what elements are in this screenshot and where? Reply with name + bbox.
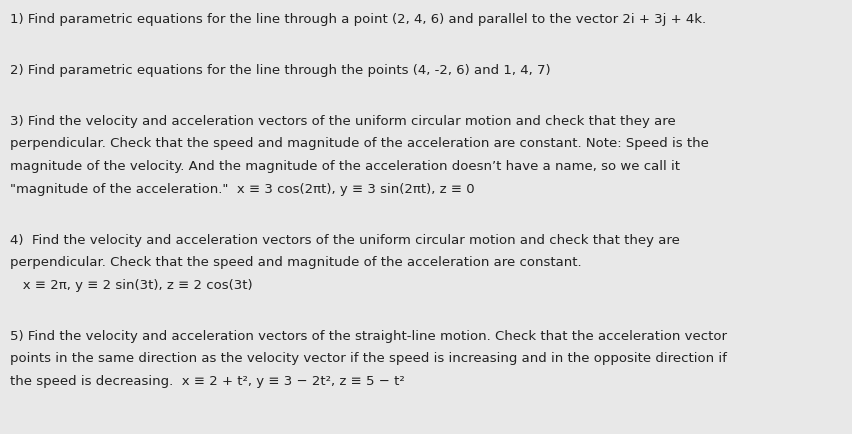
Text: 4)  Find the velocity and acceleration vectors of the uniform circular motion an: 4) Find the velocity and acceleration ve…	[10, 233, 679, 246]
Text: magnitude of the velocity. And the magnitude of the acceleration doesn’t have a : magnitude of the velocity. And the magni…	[10, 160, 679, 173]
Text: points in the same direction as the velocity vector if the speed is increasing a: points in the same direction as the velo…	[10, 352, 726, 365]
Text: 2) Find parametric equations for the line through the points (4, ‑2, 6) and 1, 4: 2) Find parametric equations for the lin…	[10, 64, 550, 77]
Text: 3) Find the velocity and acceleration vectors of the uniform circular motion and: 3) Find the velocity and acceleration ve…	[10, 115, 675, 128]
Text: x ≡ 2π, y ≡ 2 sin(3t), z ≡ 2 cos(3t): x ≡ 2π, y ≡ 2 sin(3t), z ≡ 2 cos(3t)	[10, 278, 252, 291]
Text: 5) Find the velocity and acceleration vectors of the straight-line motion. Check: 5) Find the velocity and acceleration ve…	[10, 329, 727, 342]
Text: perpendicular. Check that the speed and magnitude of the acceleration are consta: perpendicular. Check that the speed and …	[10, 137, 708, 150]
Text: perpendicular. Check that the speed and magnitude of the acceleration are consta: perpendicular. Check that the speed and …	[10, 256, 581, 269]
Text: "magnitude of the acceleration."  x ≡ 3 cos(2πt), y ≡ 3 sin(2πt), z ≡ 0: "magnitude of the acceleration." x ≡ 3 c…	[10, 182, 475, 195]
Text: 1) Find parametric equations for the line through a point (2, 4, 6) and parallel: 1) Find parametric equations for the lin…	[10, 13, 705, 26]
Text: the speed is decreasing.  x ≡ 2 + t², y ≡ 3 − 2t², z ≡ 5 − t²: the speed is decreasing. x ≡ 2 + t², y ≡…	[10, 374, 405, 387]
